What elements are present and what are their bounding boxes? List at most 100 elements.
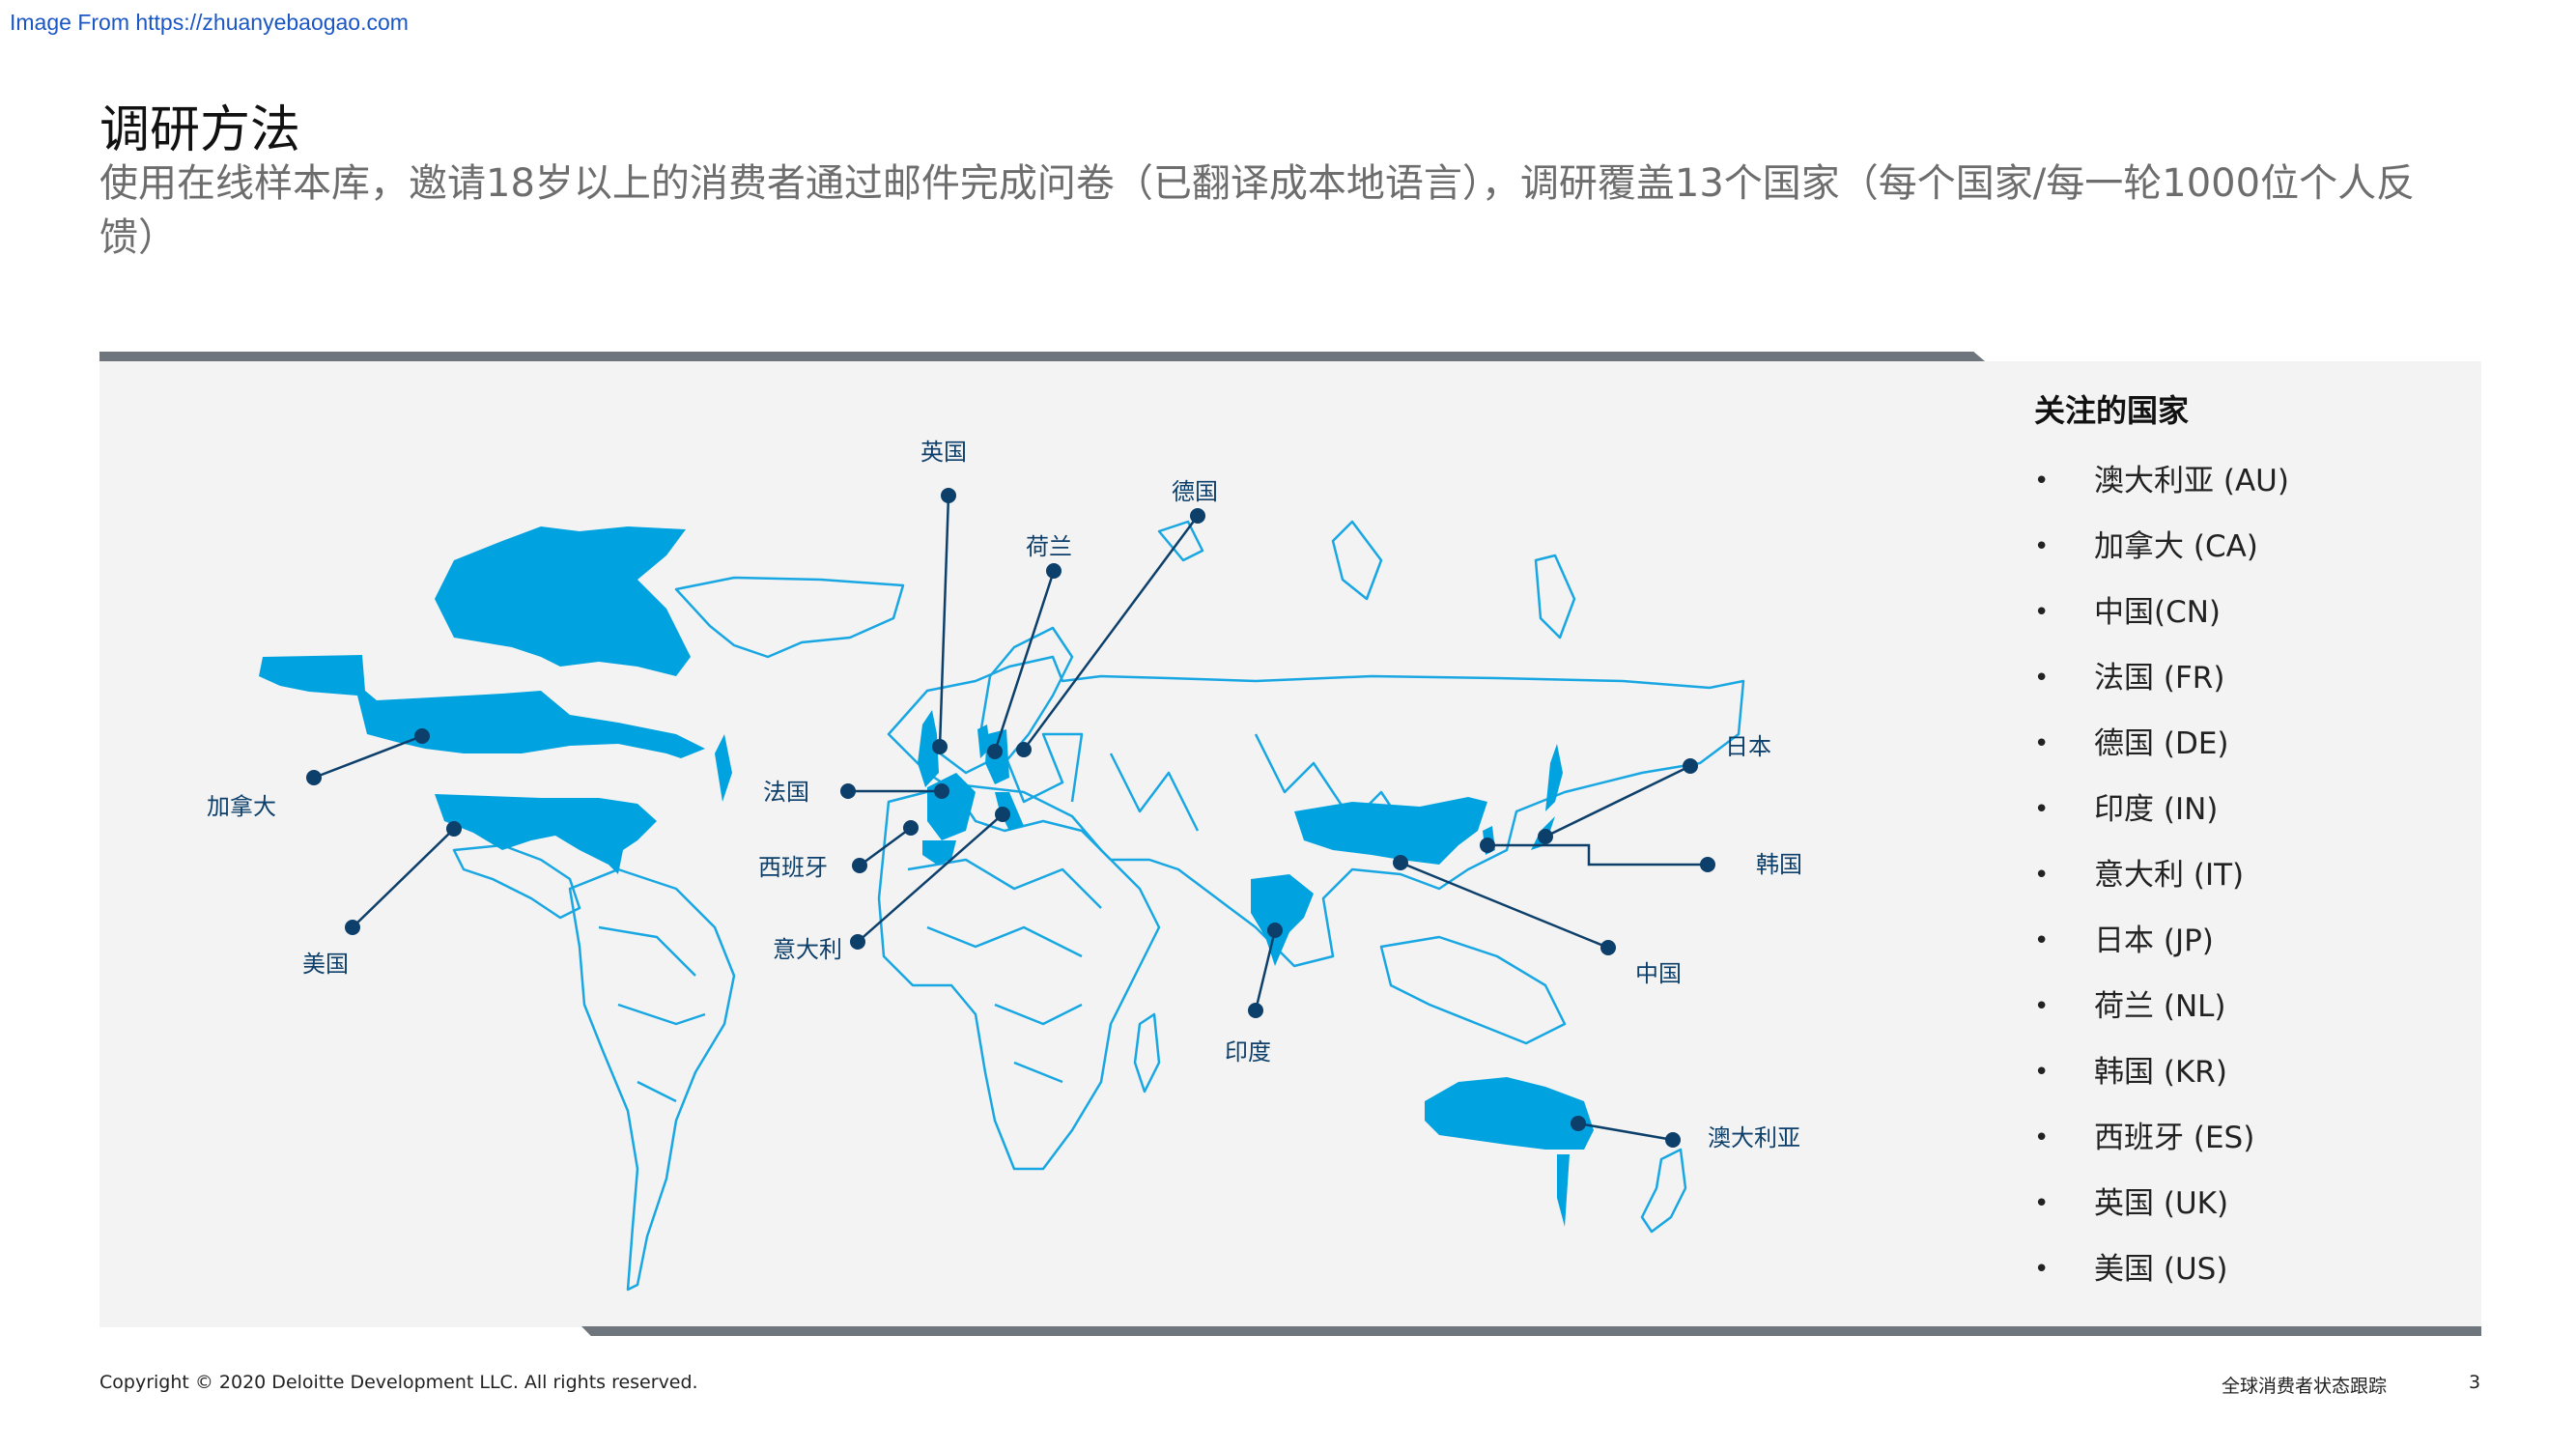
- marker-fr-label: [840, 783, 856, 799]
- marker-au-label: [1665, 1132, 1681, 1148]
- japan-north-shape: [1545, 744, 1563, 811]
- india-shape: [1251, 874, 1314, 966]
- connector-kr: [1487, 843, 1708, 867]
- connector-it: [857, 813, 1004, 943]
- marker-it-country: [995, 807, 1010, 822]
- canada-shape: [259, 655, 705, 758]
- central-america-outline: [452, 843, 581, 920]
- marker-us-country: [446, 821, 462, 837]
- bullet-icon: •: [2034, 729, 2050, 758]
- connector-us: [352, 828, 455, 928]
- report-name: 全球消费者状态跟踪: [2222, 1376, 2388, 1397]
- spain-shape: [922, 840, 956, 865]
- label-cn: 中国: [1635, 960, 1682, 987]
- source-watermark[interactable]: Image From https://zhuanyebaogao.com: [10, 10, 409, 35]
- country-name: 中国(CN): [2094, 595, 2222, 630]
- marker-de-label: [1190, 508, 1205, 524]
- focus-countries-title: 关注的国家: [2034, 392, 2190, 429]
- marker-es-label: [852, 858, 867, 873]
- bullet-icon: •: [2034, 992, 2050, 1021]
- marker-ca-label: [306, 770, 322, 785]
- arctic-islands-outline-2: [1534, 554, 1576, 639]
- bullet-icon: •: [2034, 926, 2050, 955]
- svalbard-outline: [1157, 520, 1204, 562]
- marker-nl-country: [987, 744, 1003, 759]
- bullet-icon: •: [2034, 598, 2050, 627]
- country-name: 英国 (UK): [2094, 1186, 2229, 1221]
- se-asia-outline: [1379, 935, 1567, 1045]
- greenland-outline: [674, 576, 905, 659]
- list-item: • 印度 (IN): [2034, 777, 2459, 842]
- marker-in-label: [1248, 1003, 1263, 1018]
- connector-uk: [938, 495, 950, 748]
- uk-shape: [918, 710, 939, 787]
- country-name: 澳大利亚 (AU): [2094, 464, 2289, 498]
- madagascar-outline: [1133, 1012, 1161, 1094]
- marker-us-label: [345, 920, 360, 935]
- list-item: • 荷兰 (NL): [2034, 974, 2459, 1039]
- marker-uk-country: [932, 739, 948, 754]
- country-name: 荷兰 (NL): [2094, 989, 2226, 1024]
- marker-uk-label: [941, 488, 956, 503]
- list-item: • 西班牙 (ES): [2034, 1105, 2459, 1171]
- country-name: 西班牙 (ES): [2094, 1121, 2255, 1155]
- bullet-icon: •: [2034, 467, 2050, 496]
- canada-arctic-shape: [435, 526, 691, 676]
- list-item: • 德国 (DE): [2034, 711, 2459, 777]
- bottom-accent-bar: [581, 1326, 2481, 1336]
- marker-it-label: [850, 934, 865, 950]
- list-item: • 中国(CN): [2034, 580, 2459, 645]
- bullet-icon: •: [2034, 861, 2050, 890]
- south-america-outline: [568, 867, 736, 1292]
- list-item: • 美国 (US): [2034, 1236, 2459, 1302]
- marker-in-country: [1267, 923, 1283, 938]
- bullet-icon: •: [2034, 1189, 2050, 1218]
- marker-cn-label: [1600, 940, 1616, 955]
- usa-shape: [435, 794, 657, 874]
- connector-au: [1577, 1122, 1674, 1142]
- connector-nl: [993, 570, 1056, 753]
- africa-borders: [907, 858, 1102, 1084]
- list-item: • 法国 (FR): [2034, 645, 2459, 711]
- bullet-icon: •: [2034, 1123, 2050, 1152]
- scandinavia-outline: [978, 626, 1074, 765]
- label-de: 德国: [1172, 478, 1218, 505]
- focus-countries-list: • 澳大利亚 (AU) • 加拿大 (CA) • 中国(CN) • 法国 (FR) • 德…: [2034, 448, 2459, 1302]
- country-name: 意大利 (IT): [2094, 858, 2245, 893]
- label-es: 西班牙: [758, 854, 828, 881]
- marker-es-country: [903, 820, 919, 836]
- country-name: 美国 (US): [2094, 1252, 2228, 1287]
- list-item: • 英国 (UK): [2034, 1171, 2459, 1236]
- page-number: 3: [2469, 1372, 2481, 1393]
- new-zealand-outline: [1640, 1148, 1687, 1234]
- canada-east-shape: [715, 734, 732, 802]
- africa-outline: [877, 782, 1161, 1171]
- list-item: • 韩国 (KR): [2034, 1039, 2459, 1105]
- copyright-notice: Copyright © 2020 Deloitte Development LL…: [99, 1372, 698, 1393]
- marker-nl-label: [1046, 563, 1062, 579]
- page-title: 调研方法: [99, 101, 301, 159]
- marker-cn-country: [1393, 855, 1408, 870]
- bullet-icon: •: [2034, 1058, 2050, 1087]
- connector-cn: [1400, 861, 1609, 950]
- bullet-icon: •: [2034, 795, 2050, 824]
- marker-kr-label: [1700, 857, 1715, 872]
- marker-jp-label: [1683, 758, 1698, 774]
- marker-au-country: [1571, 1116, 1586, 1131]
- bullet-icon: •: [2034, 532, 2050, 561]
- label-uk: 英国: [920, 439, 967, 466]
- page-subtitle: 使用在线样本库，邀请18岁以上的消费者通过邮件完成问卷（已翻译成本地语言），调研…: [99, 161, 2416, 260]
- marker-ca-country: [414, 728, 430, 744]
- china-shape: [1294, 797, 1487, 865]
- australia-shape: [1425, 1077, 1594, 1150]
- list-item: • 日本 (JP): [2034, 908, 2459, 974]
- tasmania-shape: [1557, 1154, 1570, 1227]
- country-name: 印度 (IN): [2094, 792, 2219, 827]
- connector-in: [1254, 929, 1277, 1011]
- country-name: 日本 (JP): [2094, 923, 2214, 958]
- label-jp: 日本: [1725, 733, 1771, 760]
- france-shape: [927, 773, 976, 840]
- list-item: • 澳大利亚 (AU): [2034, 448, 2459, 514]
- label-us: 美国: [302, 951, 349, 978]
